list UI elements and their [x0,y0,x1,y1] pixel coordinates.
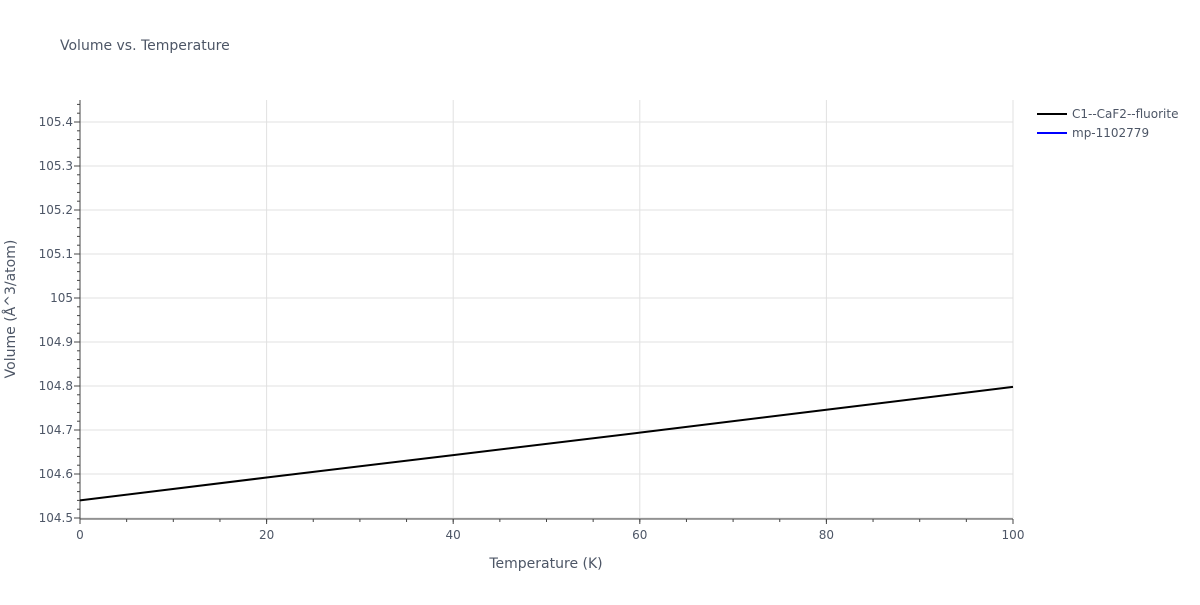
series-lines [79,385,1014,502]
y-tick-label: 105.3 [39,159,73,173]
x-tick-label: 100 [1002,528,1025,542]
y-tick-label: 105 [50,291,73,305]
grid-lines [80,100,1014,519]
series-line [79,385,1014,502]
y-tick-label: 104.8 [39,379,73,393]
legend-item[interactable]: C1--CaF2--fluorite [1037,107,1178,121]
legend-label: mp-1102779 [1072,126,1149,140]
legend-label: C1--CaF2--fluorite [1072,107,1178,121]
y-tick-label: 104.7 [39,423,73,437]
legend-item[interactable]: mp-1102779 [1037,126,1149,140]
y-tick-label: 104.6 [39,467,73,481]
x-tick-label: 20 [259,528,274,542]
y-tick-label: 105.1 [39,247,73,261]
legend[interactable]: C1--CaF2--fluorite mp-1102779 [1037,107,1178,140]
x-tick-label: 40 [446,528,461,542]
x-tick-label: 0 [76,528,84,542]
x-tick-label: 80 [819,528,834,542]
y-tick-label: 104.9 [39,335,73,349]
y-tick-label: 105.4 [39,115,73,129]
x-tick-label: 60 [632,528,647,542]
chart-title: Volume vs. Temperature [60,38,230,54]
y-tick-label: 105.2 [39,203,73,217]
axes: 0 20 40 60 80 100 104.5 104.6 104.7 104.8 104.9 105… [39,100,1025,542]
y-axis-title: Volume (Å^3/atom) [2,240,19,379]
y-tick-label: 104.5 [39,511,73,525]
x-axis-title: Temperature (K) [488,556,602,572]
